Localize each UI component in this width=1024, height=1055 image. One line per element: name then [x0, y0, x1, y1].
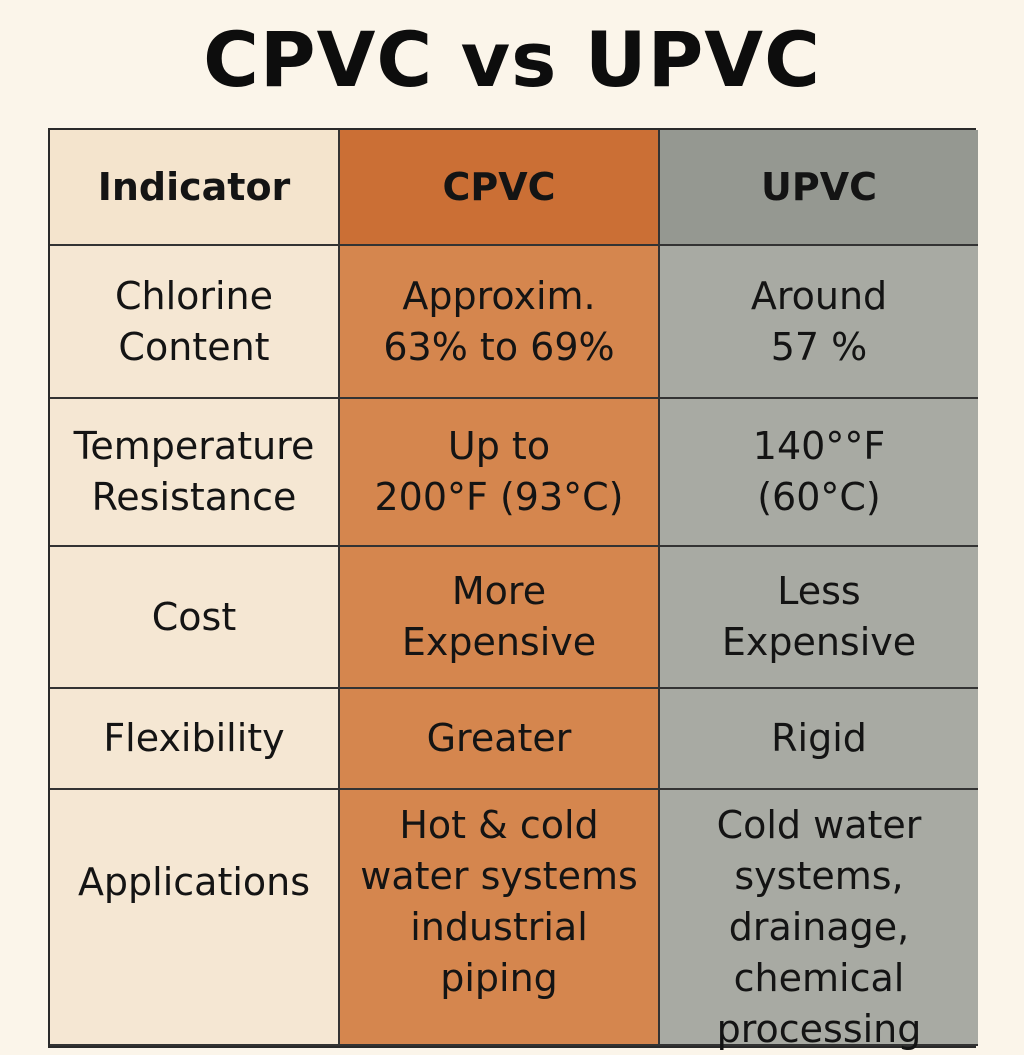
row-temperature-indicator: Temperature Resistance — [50, 399, 340, 547]
page-title: CPVC vs UPVC — [203, 15, 821, 104]
row-flexibility-cpvc: Greater — [340, 689, 660, 790]
row-temperature-cpvc: Up to 200°F (93°C) — [340, 399, 660, 547]
row-flexibility-indicator: Flexibility — [50, 689, 340, 790]
row-applications-upvc: Cold water systems, drainage, chemical p… — [660, 790, 978, 1051]
row-chlorine-cpvc: Approxim. 63% to 69% — [340, 246, 660, 399]
row-flexibility-upvc: Rigid — [660, 689, 978, 790]
row-cost-cpvc: More Expensive — [340, 547, 660, 689]
header-indicator: Indicator — [50, 130, 340, 246]
row-applications-cpvc: Hot & cold water systems industrial pipi… — [340, 790, 660, 1046]
row-chlorine-indicator: Chlorine Content — [50, 246, 340, 399]
row-chlorine-upvc: Around 57 % — [660, 246, 978, 399]
row-applications-indicator: Applications — [50, 790, 340, 1046]
header-cpvc: CPVC — [340, 130, 660, 246]
row-cost-upvc: Less Expensive — [660, 547, 978, 689]
row-cost-indicator: Cost — [50, 547, 340, 689]
row-temperature-upvc: 140°°F (60°C) — [660, 399, 978, 547]
comparison-table: Indicator CPVC UPVC Chlorine Content App… — [48, 128, 978, 1051]
header-upvc: UPVC — [660, 130, 978, 246]
